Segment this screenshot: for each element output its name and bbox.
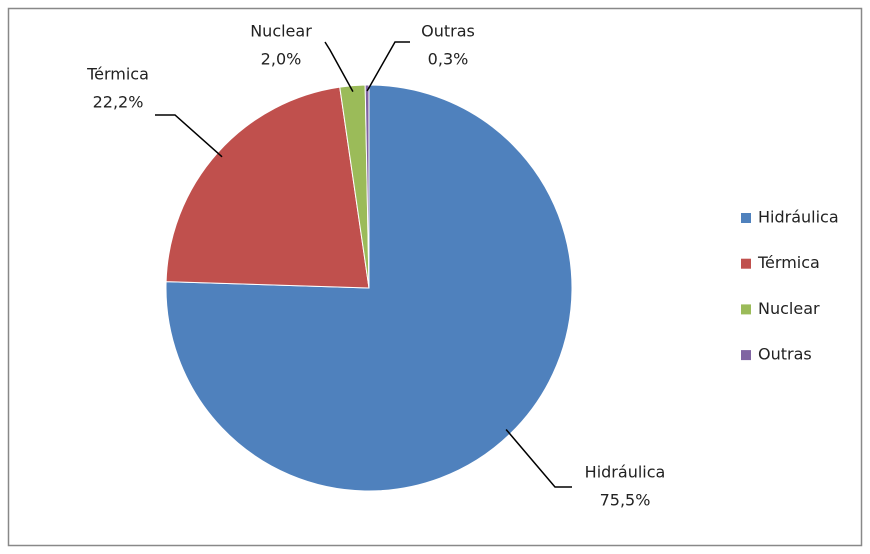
- data-label-name: Térmica: [86, 65, 149, 84]
- legend-swatch: [741, 350, 751, 361]
- data-label: 0,3%: [428, 50, 469, 69]
- pie-slice: [364, 84, 370, 289]
- legend-swatch: [741, 258, 751, 269]
- leader-line: [155, 114, 223, 158]
- data-label-name: Hidráulica: [585, 463, 666, 482]
- legend-label: Térmica: [757, 253, 820, 272]
- legend-label: Hidráulica: [758, 208, 839, 227]
- leader-line: [505, 428, 572, 488]
- legend-swatch: [741, 304, 751, 315]
- leader-line: [366, 41, 410, 92]
- data-label-name: Nuclear: [250, 22, 312, 41]
- data-label: 2,0%: [261, 50, 302, 69]
- leader-line: [324, 41, 354, 93]
- data-label-name: Outras: [421, 22, 475, 41]
- data-label: 22,2%: [93, 93, 144, 112]
- data-label: 75,5%: [600, 491, 651, 510]
- legend-swatch: [741, 213, 751, 223]
- legend-label: Nuclear: [758, 299, 820, 318]
- legend-label: Outras: [758, 345, 812, 364]
